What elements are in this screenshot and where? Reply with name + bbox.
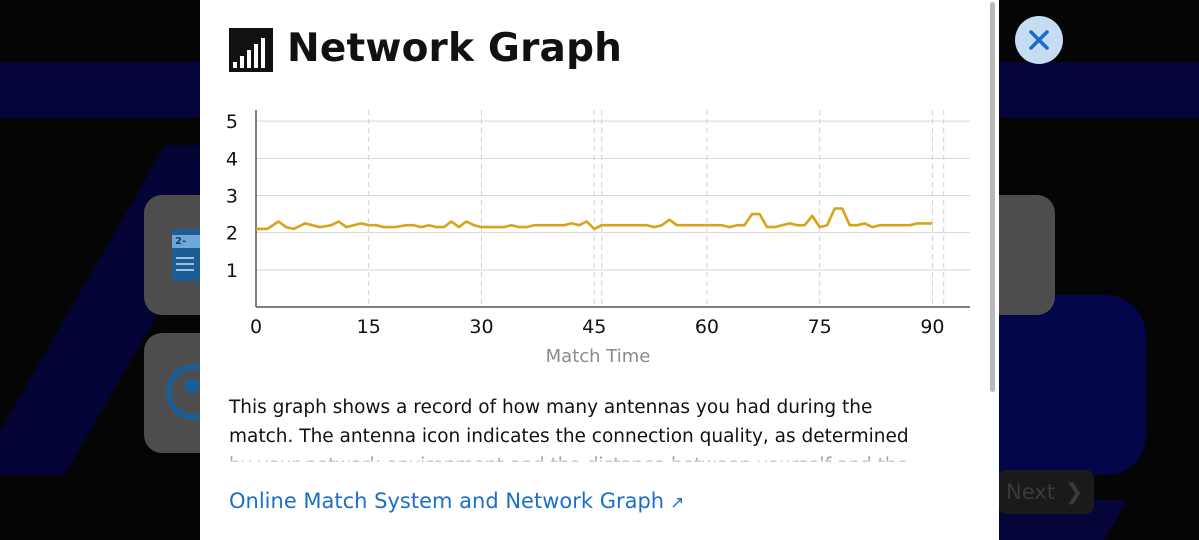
y-tick-label: 2	[226, 223, 238, 245]
x-tick-label: 75	[808, 316, 832, 338]
close-button[interactable]	[1015, 16, 1063, 64]
x-tick-label: 90	[920, 316, 944, 338]
signal-bars-icon	[229, 28, 273, 72]
y-tick-label: 1	[226, 260, 238, 282]
scrollbar[interactable]	[990, 2, 995, 392]
bottom-panel	[200, 462, 999, 540]
next-button-label: Next	[1006, 480, 1055, 504]
x-tick-label: 45	[582, 316, 606, 338]
background-shape	[990, 295, 1146, 475]
x-tick-label: 0	[250, 316, 262, 338]
x-axis-label: Match Time	[546, 346, 651, 367]
external-arrow-icon: ↗	[670, 493, 685, 513]
network-series-line	[256, 207, 933, 231]
y-tick-label: 4	[226, 148, 238, 170]
close-icon	[1029, 30, 1049, 50]
modal-title: Network Graph	[287, 26, 623, 71]
x-tick-label: 30	[469, 316, 493, 338]
x-tick-label: 15	[357, 316, 381, 338]
x-tick-label: 60	[695, 316, 719, 338]
chevron-right-icon: ❯	[1064, 480, 1084, 505]
network-graph-modal: Network Graph 1 2 3 4 5 0 15 30 45 60 75 90 Match Ti…	[200, 0, 999, 540]
y-tick-label: 5	[226, 111, 238, 133]
link-label: Online Match System and Network Graph	[229, 489, 665, 513]
online-match-system-link[interactable]: Online Match System and Network Graph ↗	[229, 489, 684, 513]
calendar-2-icon: 2-	[172, 229, 202, 281]
next-button: Next ❯	[998, 470, 1094, 514]
y-tick-label: 3	[226, 185, 238, 207]
